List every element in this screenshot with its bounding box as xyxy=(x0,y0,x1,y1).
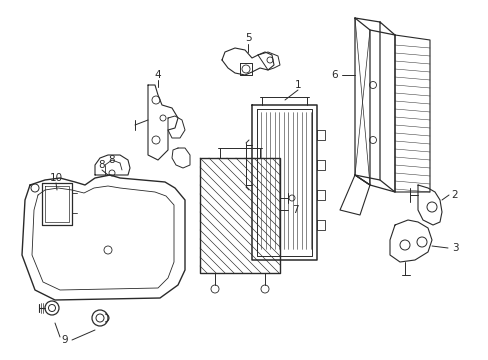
Text: 8: 8 xyxy=(108,155,115,165)
Text: 7: 7 xyxy=(291,205,298,215)
Text: 4: 4 xyxy=(154,70,161,80)
Text: 8: 8 xyxy=(99,160,105,170)
Text: 6: 6 xyxy=(331,70,338,80)
Text: 5: 5 xyxy=(244,33,251,43)
Text: 3: 3 xyxy=(451,243,457,253)
Text: 2: 2 xyxy=(451,190,457,200)
Text: 9: 9 xyxy=(61,335,68,345)
Text: 10: 10 xyxy=(49,173,62,183)
Text: 1: 1 xyxy=(294,80,301,90)
